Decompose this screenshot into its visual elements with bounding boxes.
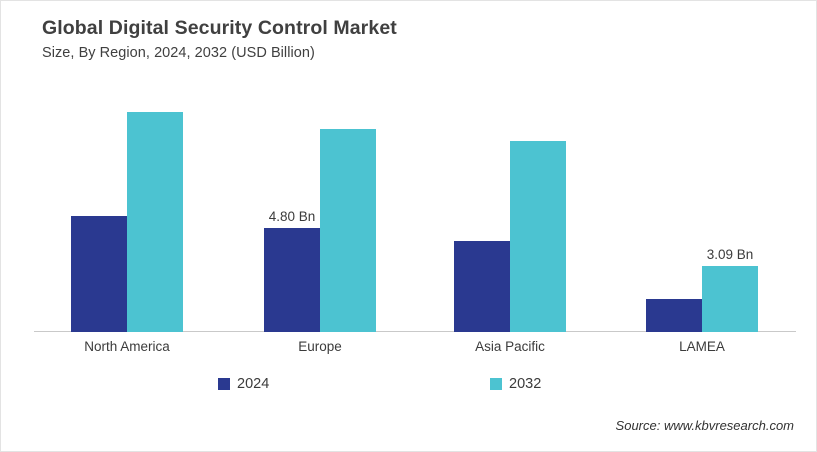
legend-swatch-2032-icon xyxy=(490,378,502,390)
x-axis-category-labels: North America Europe Asia Pacific LAMEA xyxy=(34,339,796,361)
x-axis-label-north-america: North America xyxy=(84,339,170,354)
legend-item-2032[interactable]: 2032 xyxy=(490,376,541,392)
chart-legend: 2024 2032 xyxy=(1,376,817,400)
bar-north-america-2024[interactable] xyxy=(71,216,127,332)
bar-group-lamea: 3.09 Bn xyxy=(646,83,758,332)
bar-europe-2024[interactable] xyxy=(264,228,320,332)
bar-north-america-2032[interactable] xyxy=(127,112,183,332)
bar-group-europe: 4.80 Bn xyxy=(264,83,376,332)
bar-lamea-2032[interactable] xyxy=(702,266,758,332)
data-label-lamea-2032: 3.09 Bn xyxy=(706,247,754,262)
bar-europe-2032[interactable] xyxy=(320,129,376,332)
x-axis-line xyxy=(34,331,796,332)
legend-label-2032: 2032 xyxy=(509,376,542,392)
x-axis-label-asia-pacific: Asia Pacific xyxy=(475,339,545,354)
bar-asia-pacific-2024[interactable] xyxy=(454,241,510,332)
chart-subtitle: Size, By Region, 2024, 2032 (USD Billion… xyxy=(42,45,315,61)
bar-lamea-2024[interactable] xyxy=(646,299,702,332)
x-axis-label-europe: Europe xyxy=(298,339,342,354)
chart-title: Global Digital Security Control Market xyxy=(42,17,397,39)
bar-group-north-america xyxy=(71,83,183,332)
source-attribution: Source: www.kbvresearch.com xyxy=(615,418,794,433)
data-label-europe-2024: 4.80 Bn xyxy=(268,209,316,224)
bar-group-asia-pacific xyxy=(454,83,566,332)
plot-area: 4.80 Bn 3.09 Bn xyxy=(34,83,796,332)
legend-item-2024[interactable]: 2024 xyxy=(218,376,269,392)
bar-asia-pacific-2032[interactable] xyxy=(510,141,566,332)
x-axis-label-lamea: LAMEA xyxy=(679,339,725,354)
legend-label-2024: 2024 xyxy=(237,376,270,392)
legend-swatch-2024-icon xyxy=(218,378,230,390)
